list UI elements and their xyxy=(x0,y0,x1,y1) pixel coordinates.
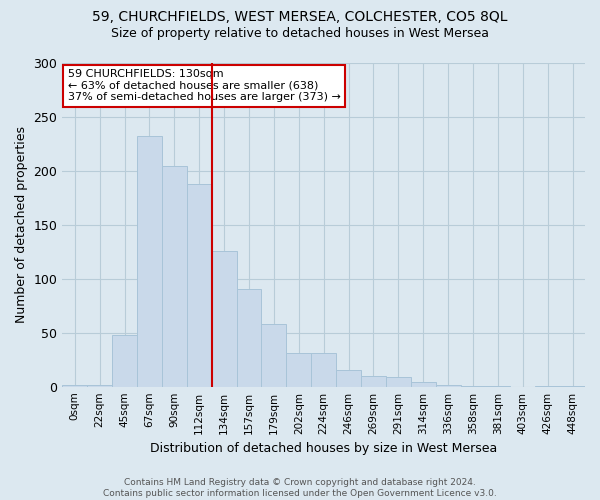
Bar xyxy=(386,377,411,386)
Bar xyxy=(336,370,361,386)
Y-axis label: Number of detached properties: Number of detached properties xyxy=(15,126,28,323)
Text: Size of property relative to detached houses in West Mersea: Size of property relative to detached ho… xyxy=(111,28,489,40)
Text: 59 CHURCHFIELDS: 130sqm
← 63% of detached houses are smaller (638)
37% of semi-d: 59 CHURCHFIELDS: 130sqm ← 63% of detache… xyxy=(68,69,340,102)
Bar xyxy=(162,166,187,386)
Bar xyxy=(187,184,212,386)
Bar xyxy=(137,136,162,386)
Text: Contains HM Land Registry data © Crown copyright and database right 2024.
Contai: Contains HM Land Registry data © Crown c… xyxy=(103,478,497,498)
Bar xyxy=(411,382,436,386)
Bar xyxy=(62,384,87,386)
Bar xyxy=(311,353,336,386)
Bar xyxy=(286,353,311,386)
Bar xyxy=(212,250,236,386)
Bar xyxy=(436,384,461,386)
Bar xyxy=(236,290,262,386)
Text: 59, CHURCHFIELDS, WEST MERSEA, COLCHESTER, CO5 8QL: 59, CHURCHFIELDS, WEST MERSEA, COLCHESTE… xyxy=(92,10,508,24)
Bar xyxy=(262,324,286,386)
Bar xyxy=(361,376,386,386)
Bar xyxy=(87,384,112,386)
X-axis label: Distribution of detached houses by size in West Mersea: Distribution of detached houses by size … xyxy=(150,442,497,455)
Bar xyxy=(112,335,137,386)
